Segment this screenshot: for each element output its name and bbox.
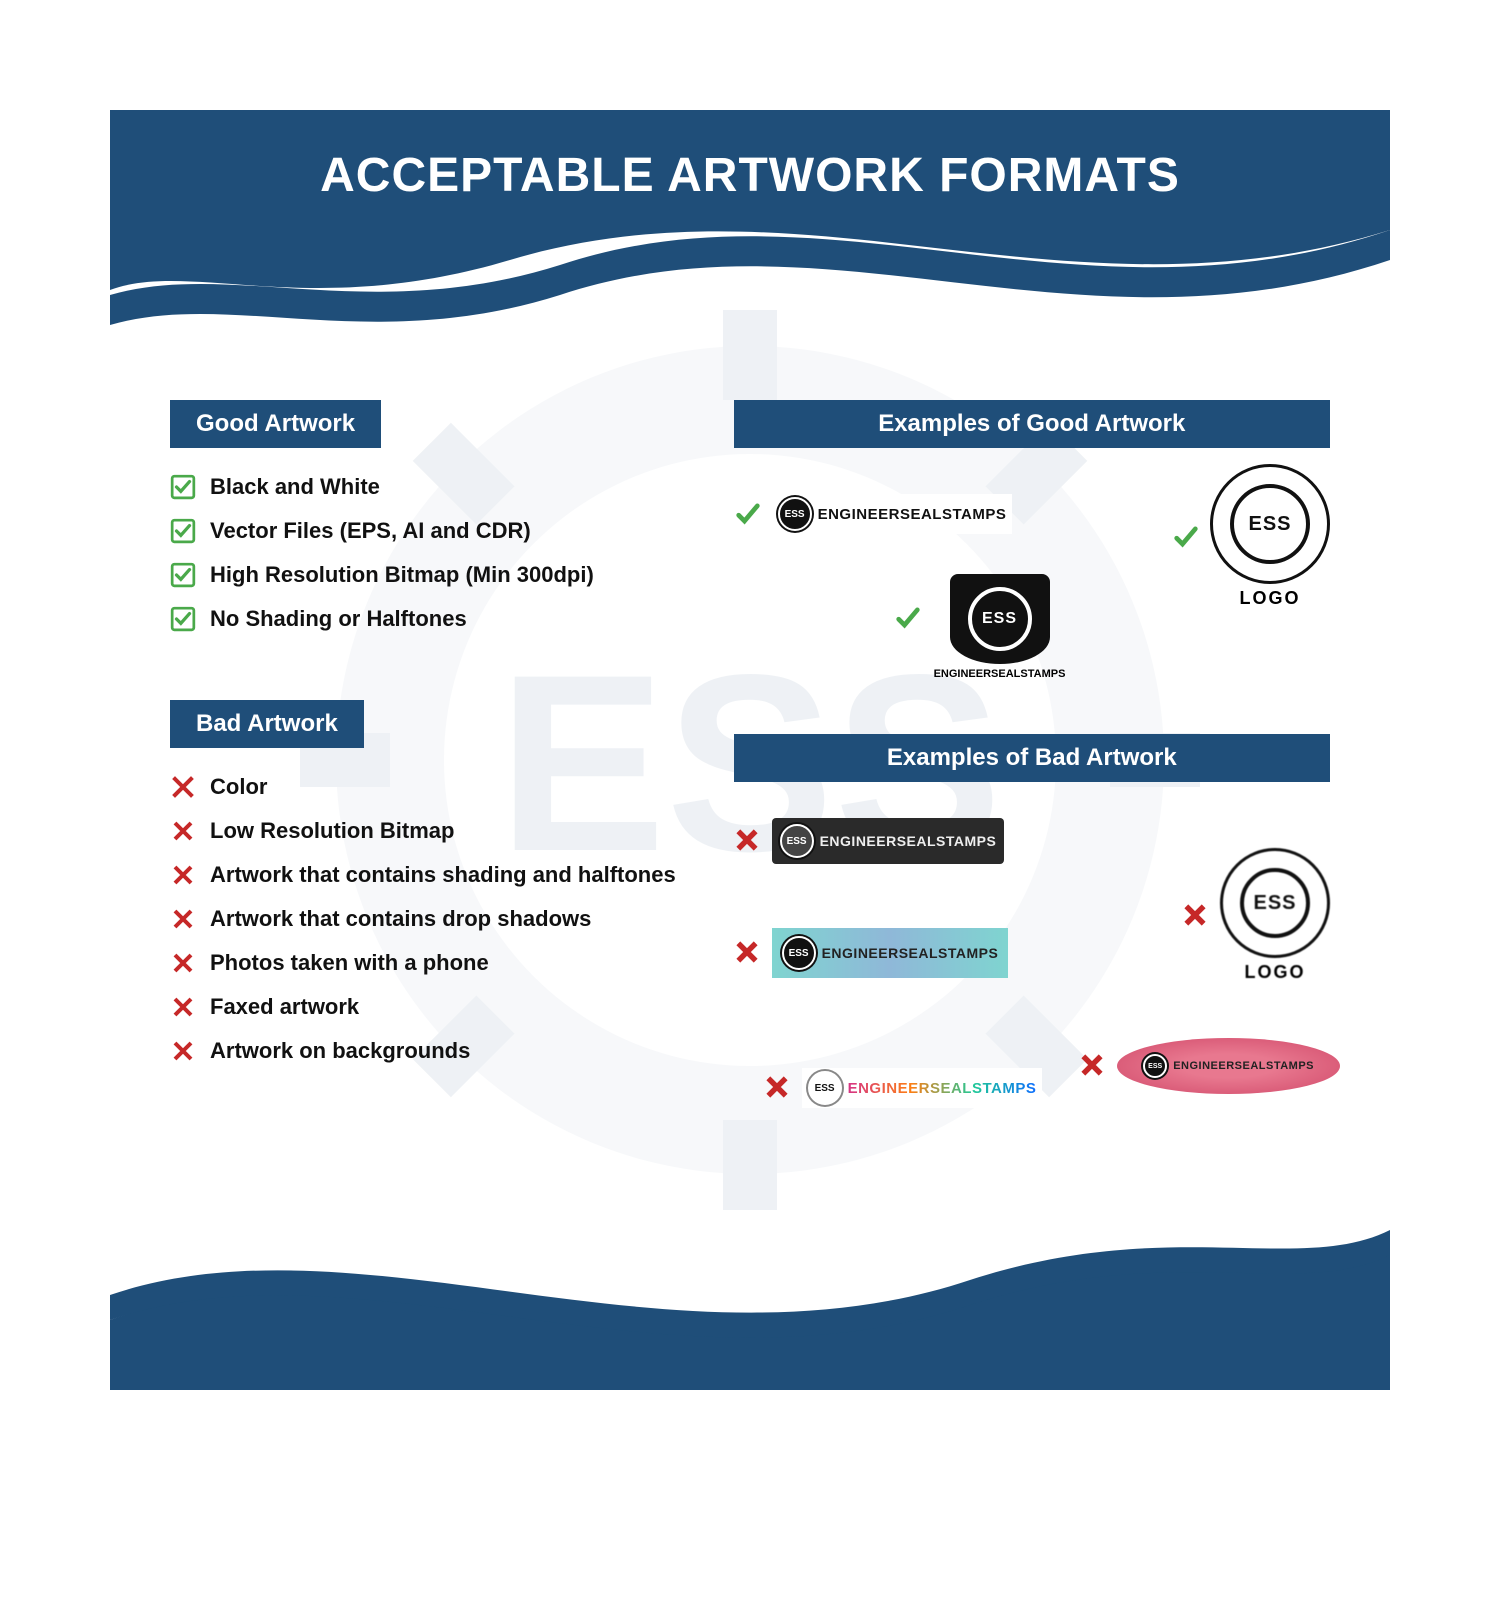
example-good-stacked: ESS ENGINEERSEALSTAMPS [934, 574, 1066, 680]
list-item-label: Artwork that contains drop shadows [210, 906, 591, 932]
example-good-shield: ESS LOGO [1172, 464, 1330, 609]
content-grid: Good Artwork Black and White Vector File… [170, 400, 1330, 1188]
infographic-canvas: ESS ACCEPTABLE ARTWORK FORMATS Good Artw… [110, 110, 1390, 1390]
check-icon [170, 518, 196, 544]
sample-logo-text: ENGINEERSEALSTAMPS [822, 945, 999, 961]
bad-examples-heading: Examples of Bad Artwork [734, 734, 1330, 782]
list-item-label: Artwork on backgrounds [210, 1038, 470, 1064]
x-icon [734, 827, 762, 855]
sample-logo: ESS ENGINEERSEALSTAMPS [802, 1068, 1043, 1108]
bad-artwork-list: Color Low Resolution Bitmap Artwork that… [170, 774, 704, 1064]
good-examples-area: ESS ENGINEERSEALSTAMPS ESS LOGO [734, 474, 1330, 734]
list-item-label: Faxed artwork [210, 994, 359, 1020]
check-icon [170, 474, 196, 500]
x-icon [170, 906, 196, 932]
check-icon [170, 562, 196, 588]
x-icon [170, 1038, 196, 1064]
sample-logo-text: ENGINEERSEALSTAMPS [818, 506, 1007, 523]
list-item-label: Low Resolution Bitmap [210, 818, 454, 844]
x-icon [170, 862, 196, 888]
example-bad-color: ESS ENGINEERSEALSTAMPS [764, 1068, 1043, 1108]
logo-caption: LOGO [1245, 962, 1306, 983]
footer-wave [110, 1230, 1390, 1390]
seal-icon: ESS [778, 497, 812, 531]
x-icon [170, 818, 196, 844]
footer-band [110, 1230, 1390, 1390]
check-icon [1172, 523, 1200, 551]
x-icon [170, 994, 196, 1020]
sample-logo: ESS ENGINEERSEALSTAMPS [772, 928, 1009, 978]
header-band: ACCEPTABLE ARTWORK FORMATS [110, 110, 1390, 310]
sample-logo: ESS ENGINEERSEALSTAMPS [772, 818, 1005, 864]
x-icon [1182, 902, 1210, 930]
list-item: Color [170, 774, 704, 800]
sample-logo-text: ENGINEERSEALSTAMPS [848, 1080, 1037, 1097]
list-item-label: Color [210, 774, 267, 800]
sample-logo-text: ENGINEERSEALSTAMPS [1173, 1060, 1314, 1072]
x-icon [734, 939, 762, 967]
sample-logo: ESS ENGINEERSEALSTAMPS [772, 494, 1013, 534]
bad-artwork-heading: Bad Artwork [170, 700, 364, 748]
left-column: Good Artwork Black and White Vector File… [170, 400, 704, 1188]
right-column: Examples of Good Artwork ESS ENGINEERSEA… [734, 400, 1330, 1188]
list-item: Low Resolution Bitmap [170, 818, 704, 844]
page-title: ACCEPTABLE ARTWORK FORMATS [110, 148, 1390, 203]
sample-logo-block: ESS LOGO [1210, 464, 1330, 609]
example-bad-shading: ESS ENGINEERSEALSTAMPS [1079, 1038, 1340, 1094]
seal-icon: ESS [1143, 1054, 1167, 1078]
list-item-label: Photos taken with a phone [210, 950, 489, 976]
seal-icon: ESS [782, 936, 816, 970]
list-item: Black and White [170, 474, 704, 500]
check-icon [170, 606, 196, 632]
list-item: Artwork that contains drop shadows [170, 906, 704, 932]
list-item: Artwork on backgrounds [170, 1038, 704, 1064]
check-icon [734, 500, 762, 528]
logo-caption: LOGO [1240, 588, 1301, 609]
x-icon [764, 1074, 792, 1102]
example-bad-background: ESS ENGINEERSEALSTAMPS [734, 928, 1009, 978]
sample-logo-block: ESS LOGO [1220, 848, 1330, 983]
seal-icon: ESS [968, 587, 1032, 651]
sample-logo-text: ENGINEERSEALSTAMPS [820, 833, 997, 849]
example-bad-dark: ESS ENGINEERSEALSTAMPS [734, 818, 1005, 864]
list-item-label: Vector Files (EPS, AI and CDR) [210, 518, 531, 544]
list-item: No Shading or Halftones [170, 606, 704, 632]
list-item: Vector Files (EPS, AI and CDR) [170, 518, 704, 544]
sample-logo-block: ESS ENGINEERSEALSTAMPS [934, 574, 1066, 680]
list-item-label: Artwork that contains shading and halfto… [210, 862, 676, 888]
good-artwork-heading: Good Artwork [170, 400, 381, 448]
seal-icon: ESS [808, 1071, 842, 1105]
seal-icon: ESS [1230, 484, 1310, 564]
x-icon [170, 950, 196, 976]
list-item-label: High Resolution Bitmap (Min 300dpi) [210, 562, 594, 588]
list-item: Faxed artwork [170, 994, 704, 1020]
x-icon [1079, 1052, 1107, 1080]
example-bad-lowres: ESS LOGO [1182, 848, 1330, 983]
bad-examples-area: ESS ENGINEERSEALSTAMPS ESS ENGINEERSEALS… [734, 808, 1330, 1188]
x-icon [170, 774, 196, 800]
list-item: Artwork that contains shading and halfto… [170, 862, 704, 888]
list-item-label: No Shading or Halftones [210, 606, 467, 632]
list-item: High Resolution Bitmap (Min 300dpi) [170, 562, 704, 588]
list-item: Photos taken with a phone [170, 950, 704, 976]
example-good-horizontal: ESS ENGINEERSEALSTAMPS [734, 494, 1013, 534]
seal-icon: ESS [780, 824, 814, 858]
sample-logo: ESS ENGINEERSEALSTAMPS [1117, 1038, 1340, 1094]
list-item-label: Black and White [210, 474, 380, 500]
logo-caption: ENGINEERSEALSTAMPS [934, 668, 1066, 680]
seal-icon: ESS [1240, 868, 1310, 938]
good-artwork-list: Black and White Vector Files (EPS, AI an… [170, 474, 704, 632]
good-examples-heading: Examples of Good Artwork [734, 400, 1330, 448]
check-icon [894, 604, 922, 632]
